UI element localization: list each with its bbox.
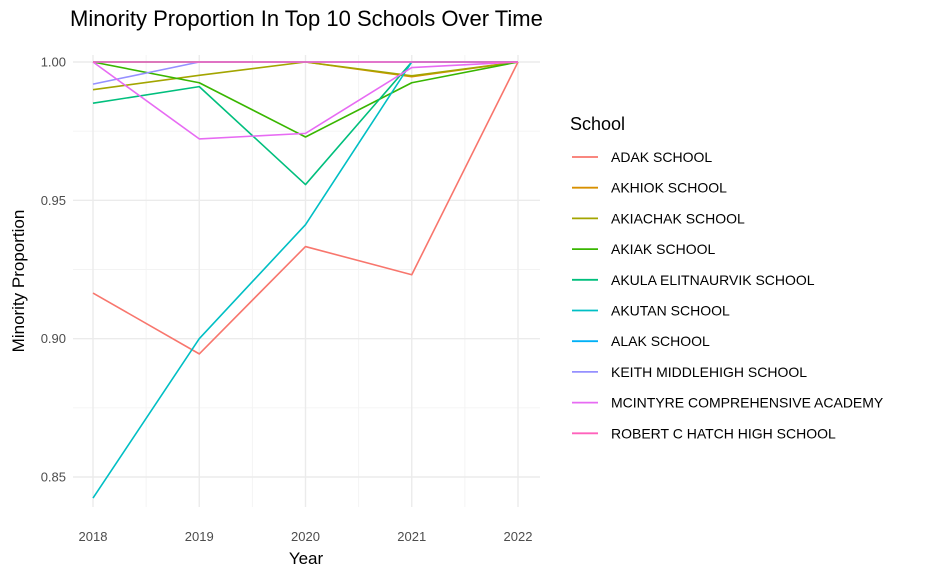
legend-label: ROBERT C HATCH HIGH SCHOOL xyxy=(611,425,836,441)
series-line-0 xyxy=(92,61,519,355)
legend-label: AKHIOK SCHOOL xyxy=(611,180,727,196)
legend-item: AKUTAN SCHOOL xyxy=(572,303,730,319)
x-tick-label: 2018 xyxy=(79,529,108,544)
grid xyxy=(73,55,540,507)
legend-item: AKULA ELITNAURVIK SCHOOL xyxy=(572,272,815,288)
legend-label: MCINTYRE COMPREHENSIVE ACADEMY xyxy=(611,395,884,411)
legend-title: School xyxy=(570,114,625,134)
legend-label: AKIACHAK SCHOOL xyxy=(611,210,745,226)
x-tick-label: 2022 xyxy=(504,529,533,544)
legend-label: AKULA ELITNAURVIK SCHOOL xyxy=(611,272,815,288)
legend-label: AKIAK SCHOOL xyxy=(611,241,715,257)
x-tick-label: 2021 xyxy=(397,529,426,544)
legend-label: ALAK SCHOOL xyxy=(611,333,710,349)
legend-item: ADAK SCHOOL xyxy=(572,149,712,165)
series-line-3 xyxy=(92,61,519,138)
legend-label: KEITH MIDDLEHIGH SCHOOL xyxy=(611,364,807,380)
y-axis-title: Minority Proportion xyxy=(9,210,28,353)
legend-item: MCINTYRE COMPREHENSIVE ACADEMY xyxy=(572,395,884,411)
x-axis-title: Year xyxy=(289,549,324,568)
y-tick-label: 1.00 xyxy=(41,55,66,70)
legend-item: AKHIOK SCHOOL xyxy=(572,180,727,196)
y-tick-label: 0.85 xyxy=(41,470,66,485)
legend-item: KEITH MIDDLEHIGH SCHOOL xyxy=(572,364,807,380)
y-tick-label: 0.90 xyxy=(41,331,66,346)
series-lines xyxy=(92,61,519,499)
y-tick-label: 0.95 xyxy=(41,193,66,208)
x-tick-label: 2020 xyxy=(291,529,320,544)
legend-items: ADAK SCHOOL AKHIOK SCHOOL AKIACHAK SCHOOL A… xyxy=(572,149,884,441)
legend-label: ADAK SCHOOL xyxy=(611,149,712,165)
legend-label: AKUTAN SCHOOL xyxy=(611,303,730,319)
legend: School ADAK SCHOOL AKHIOK SCHOOL AKIACHAK … xyxy=(570,114,884,441)
chart-title: Minority Proportion In Top 10 Schools Ov… xyxy=(70,6,543,31)
x-tick-label: 2019 xyxy=(185,529,214,544)
legend-item: ALAK SCHOOL xyxy=(572,333,710,349)
series-line-8 xyxy=(92,61,519,140)
legend-item: AKIACHAK SCHOOL xyxy=(572,210,745,226)
legend-item: AKIAK SCHOOL xyxy=(572,241,715,257)
legend-item: ROBERT C HATCH HIGH SCHOOL xyxy=(572,425,836,441)
y-axis-ticks: 0.85 0.90 0.95 1.00 xyxy=(41,55,66,485)
x-axis-ticks: 2018 2019 2020 2021 2022 xyxy=(79,529,533,544)
